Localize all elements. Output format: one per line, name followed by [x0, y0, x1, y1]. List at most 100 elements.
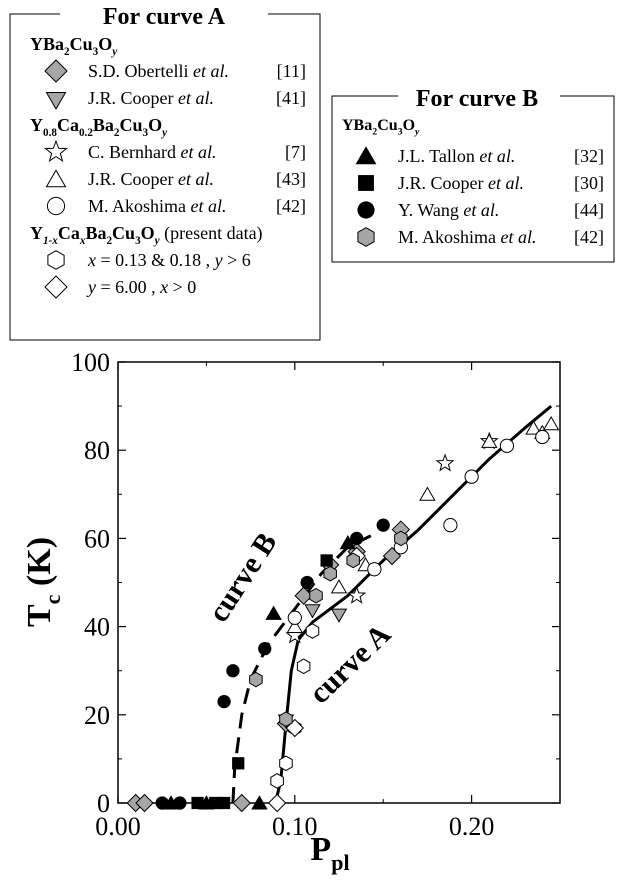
- legend-a-marker-tri-down-gray: [45, 92, 67, 110]
- legend-a-entry-2-0: x = 0.13 & 0.18 , y > 6: [87, 250, 251, 270]
- x-tick-label: 0.10: [272, 812, 318, 841]
- point-circle-filled: [376, 518, 390, 532]
- legend-b-marker-square-filled: [358, 175, 374, 191]
- point-tri-up-open: [330, 579, 348, 594]
- legend-b-title: For curve B: [416, 86, 538, 112]
- legend-a-marker-hex-open: [47, 250, 65, 270]
- point-square-filled: [191, 796, 204, 810]
- legend-b-marker-tri-up-filled: [355, 146, 377, 165]
- y-tick-label: 40: [84, 613, 110, 642]
- point-hex-gray: [346, 552, 360, 569]
- legend-a-entry-1-0: C. Bernhard et al.: [88, 142, 216, 162]
- legend-a-entry-1-1: J.R. Cooper et al.: [88, 169, 214, 189]
- legend-a-entry-1-2-ref: [42]: [276, 196, 306, 216]
- legend-a-entry-0-1: J.R. Cooper et al.: [88, 88, 214, 108]
- legend-a-compound-2: Y1-xCaxBa2Cu3Oy (present data): [30, 223, 263, 247]
- legend-curve-b: For curve B YBa2Cu3Oy J.L. Tallon et al. […: [331, 86, 615, 263]
- legend-a-entry-2-1: y = 6.00 , x > 0: [86, 277, 196, 297]
- point-tri-up-open: [286, 618, 304, 634]
- legend-b-marker-circle-filled: [357, 201, 375, 219]
- point-star-open: [347, 585, 367, 604]
- legend-b-marker-hex-gray: [357, 227, 375, 247]
- point-tri-up-open: [525, 420, 542, 435]
- legend-b-entry-0-ref: [32]: [574, 146, 604, 166]
- point-circle-open: [535, 429, 550, 445]
- point-hex-gray: [279, 711, 293, 728]
- point-circle-filled: [258, 642, 272, 656]
- legend-b-compound: YBa2Cu3Oy: [342, 117, 420, 137]
- y-tick-label: 0: [97, 789, 110, 818]
- legend-a-entry-1-1-ref: [43]: [276, 169, 306, 189]
- point-star-open: [435, 453, 455, 472]
- x-axis-label: Ppl: [310, 831, 349, 875]
- legend-b-entry-2: Y. Wang et al.: [398, 200, 499, 220]
- data-points: [126, 415, 560, 813]
- legend-a-title: For curve A: [103, 4, 226, 30]
- y-tick-label: 20: [84, 701, 110, 730]
- legend-a-entry-0-1-ref: [41]: [276, 88, 306, 108]
- legend-a-frame: [9, 13, 321, 341]
- point-tri-up-filled: [265, 605, 282, 620]
- point-hex-open: [279, 755, 293, 772]
- point-circle-open: [464, 469, 479, 484]
- point-diamond-gray: [232, 793, 251, 813]
- point-tri-down-gray: [330, 608, 348, 623]
- legend-a-marker-tri-up-open: [45, 169, 67, 188]
- legend-b-entry-1: J.R. Cooper et al.: [398, 173, 524, 193]
- legend-a-body: YBa2Cu3Oy S.D. Obertelli et al. [11] J.R. C…: [30, 34, 306, 299]
- point-square-filled: [320, 554, 333, 567]
- point-circle-filled: [300, 575, 314, 590]
- point-circle-filled: [226, 664, 240, 678]
- legend-a-entry-1-0-ref: [7]: [285, 142, 306, 162]
- point-square-filled: [232, 757, 245, 770]
- point-circle-open: [287, 610, 302, 625]
- y-tick-label: 100: [71, 348, 110, 377]
- x-tick-label: 0.00: [95, 812, 141, 841]
- legend-b-entry-3-ref: [42]: [574, 227, 604, 247]
- point-tri-up-open: [542, 415, 560, 431]
- point-tri-down-gray: [304, 604, 321, 619]
- legend-a-marker-diamond-open: [44, 275, 68, 299]
- point-tri-up-open: [481, 433, 498, 448]
- legend-a-compound-1: Y0.8Ca0.2Ba2Cu3Oy: [30, 115, 167, 139]
- point-hex-gray: [249, 671, 263, 688]
- point-circle-open: [367, 562, 382, 577]
- point-circle-filled: [350, 531, 364, 546]
- legend-b-body: YBa2Cu3Oy J.L. Tallon et al. [32] J.R. Coop…: [342, 117, 604, 247]
- legend-a-compound-0: YBa2Cu3Oy: [30, 34, 117, 58]
- point-hex-gray: [323, 565, 337, 582]
- point-circle-open: [443, 518, 458, 533]
- point-circle-filled: [155, 796, 169, 810]
- legend-b-entry-0: J.L. Tallon et al.: [398, 146, 515, 166]
- legend-b-entry-1-ref: [30]: [574, 173, 604, 193]
- legend-a-entry-0-0-ref: [11]: [277, 61, 306, 81]
- point-hex-gray: [394, 530, 408, 547]
- point-circle-filled: [173, 796, 187, 810]
- axis-ticks: 0.00 0.10 0.20 0 20 40 60 80 100: [71, 348, 560, 841]
- x-tick-label: 0.20: [449, 812, 495, 841]
- y-axis-label: Tc (K): [21, 537, 65, 627]
- y-tick-label: 80: [84, 436, 110, 465]
- legend-a-marker-circle-open: [46, 196, 66, 216]
- point-hex-open: [296, 658, 311, 675]
- point-circle-open: [499, 438, 515, 453]
- legend-a-marker-star-open: [44, 139, 68, 163]
- fit-curves: [231, 404, 553, 803]
- point-square-filled: [217, 796, 231, 810]
- point-hex-open: [305, 623, 320, 639]
- point-hex-open: [270, 773, 284, 789]
- point-circle-filled: [217, 694, 231, 709]
- legend-b-entry-3: M. Akoshima et al.: [398, 227, 537, 247]
- point-tri-up-open: [419, 486, 436, 501]
- legend-a-entry-0-0: S.D. Obertelli et al.: [88, 61, 229, 81]
- legend-a-entry-1-2: M. Akoshima et al.: [88, 196, 227, 216]
- point-hex-gray: [309, 587, 323, 604]
- legend-b-frame: [331, 95, 615, 263]
- point-diamond-open: [267, 793, 287, 813]
- legend-a-marker-diamond-gray: [44, 59, 68, 83]
- legend-curve-a: For curve A YBa2Cu3Oy S.D. Obertelli et a…: [9, 4, 321, 341]
- legend-b-entry-2-ref: [44]: [574, 200, 604, 220]
- y-tick-label: 60: [84, 524, 110, 553]
- point-diamond-gray: [135, 793, 154, 813]
